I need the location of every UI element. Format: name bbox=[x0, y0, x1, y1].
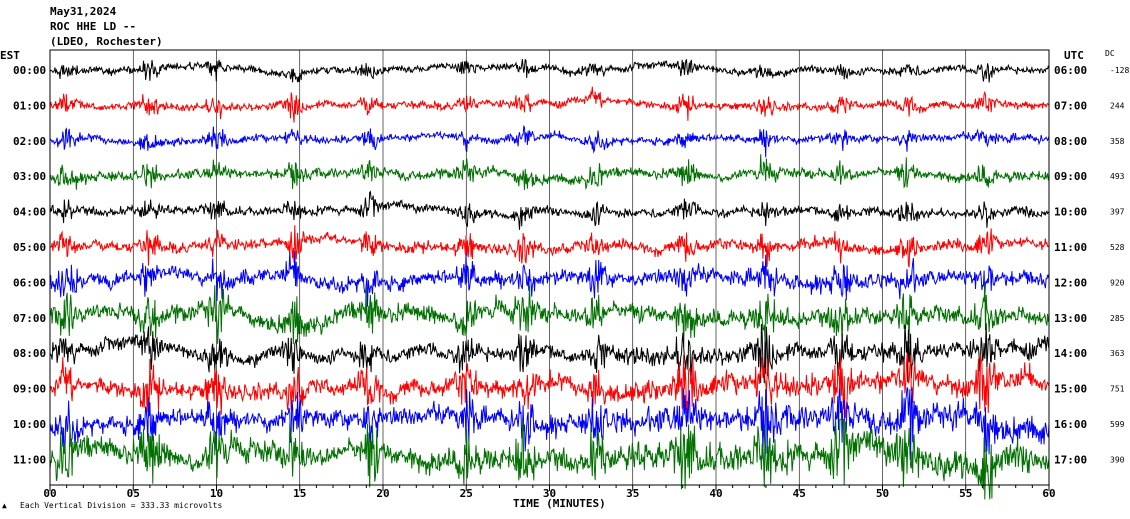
date-label: May31,2024 bbox=[50, 5, 117, 18]
scale-icon: ▲ bbox=[2, 501, 7, 510]
location-label: (LDEO, Rochester) bbox=[50, 35, 163, 48]
est-label: EST bbox=[0, 49, 20, 62]
dc-offset-value: 363 bbox=[1110, 349, 1125, 358]
utc-hour-label: 17:00 bbox=[1054, 453, 1087, 466]
trace-0900 bbox=[49, 354, 1050, 419]
x-tick-label: 45 bbox=[793, 487, 806, 500]
utc-hour-label: 14:00 bbox=[1054, 347, 1087, 360]
utc-hour-label: 08:00 bbox=[1054, 135, 1087, 148]
est-hour-label: 08:00 bbox=[13, 347, 46, 360]
dc-offset-value: 358 bbox=[1110, 137, 1125, 146]
dc-offset-value: -128 bbox=[1110, 66, 1129, 75]
utc-hour-label: 07:00 bbox=[1054, 99, 1087, 112]
time-axis: 00 05 10 15 20 25 30 35 40 45 50 55 60 bbox=[43, 485, 1056, 500]
utc-hour-label: 15:00 bbox=[1054, 383, 1087, 396]
utc-hour-label: 09:00 bbox=[1054, 170, 1087, 183]
est-hour-label: 04:00 bbox=[13, 206, 46, 219]
dc-offset-value: 285 bbox=[1110, 314, 1125, 323]
trace-0000 bbox=[49, 58, 1050, 83]
x-tick-label: 25 bbox=[460, 487, 473, 500]
est-hour-label: 09:00 bbox=[13, 383, 46, 396]
est-hour-label: 03:00 bbox=[13, 170, 46, 183]
trace-0600 bbox=[49, 251, 1050, 307]
est-hour-label: 07:00 bbox=[13, 312, 46, 325]
trace-0200 bbox=[49, 124, 1050, 158]
x-tick-label: 15 bbox=[293, 487, 306, 500]
utc-label: UTC bbox=[1064, 49, 1084, 62]
dc-offset-value: 390 bbox=[1110, 455, 1125, 464]
x-tick-label: 55 bbox=[959, 487, 972, 500]
utc-hour-label: 13:00 bbox=[1054, 312, 1087, 325]
est-hour-label: 02:00 bbox=[13, 135, 46, 148]
x-tick-label: 20 bbox=[376, 487, 389, 500]
dc-offset-value: 493 bbox=[1110, 172, 1125, 181]
trace-0400 bbox=[49, 190, 1050, 230]
seismic-traces bbox=[49, 58, 1050, 500]
utc-hour-label: 16:00 bbox=[1054, 418, 1087, 431]
est-hour-label: 00:00 bbox=[13, 64, 46, 77]
est-hour-label: 06:00 bbox=[13, 276, 46, 289]
dc-offset-value: 528 bbox=[1110, 243, 1125, 252]
trace-0300 bbox=[49, 154, 1050, 191]
trace-1100 bbox=[49, 418, 1050, 500]
hour-labels: 00:00 06:00 -128 01:00 07:00 244 02:00 08:00 358… bbox=[13, 64, 1129, 466]
dc-offset-value: 920 bbox=[1110, 278, 1125, 287]
x-tick-label: 50 bbox=[876, 487, 889, 500]
trace-0100 bbox=[49, 86, 1050, 123]
dc-offset-value: 751 bbox=[1110, 385, 1125, 394]
x-tick-label: 40 bbox=[709, 487, 722, 500]
vertical-division-note: Each Vertical Division = 333.33 microvol… bbox=[20, 501, 222, 510]
dc-label: DC bbox=[1105, 49, 1115, 58]
est-hour-label: 11:00 bbox=[13, 453, 46, 466]
est-hour-label: 05:00 bbox=[13, 241, 46, 254]
x-tick-label: 60 bbox=[1042, 487, 1055, 500]
x-tick-label: 10 bbox=[210, 487, 223, 500]
station-label: ROC HHE LD -- bbox=[50, 20, 137, 33]
trace-0700 bbox=[49, 283, 1049, 348]
x-tick-label: 30 bbox=[543, 487, 556, 500]
est-hour-label: 01:00 bbox=[13, 99, 46, 112]
x-tick-label: 05 bbox=[127, 487, 140, 500]
x-axis-title: TIME (MINUTES) bbox=[513, 497, 606, 510]
dc-offset-value: 244 bbox=[1110, 101, 1125, 110]
dc-offset-value: 599 bbox=[1110, 420, 1125, 429]
utc-hour-label: 11:00 bbox=[1054, 241, 1087, 254]
utc-hour-label: 10:00 bbox=[1054, 206, 1087, 219]
est-hour-label: 10:00 bbox=[13, 418, 46, 431]
dc-offset-value: 397 bbox=[1110, 208, 1125, 217]
utc-hour-label: 12:00 bbox=[1054, 276, 1087, 289]
utc-hour-label: 06:00 bbox=[1054, 64, 1087, 77]
x-tick-label: 00 bbox=[43, 487, 56, 500]
x-tick-label: 35 bbox=[626, 487, 639, 500]
trace-0800 bbox=[49, 323, 1050, 384]
trace-0500 bbox=[50, 225, 1050, 268]
